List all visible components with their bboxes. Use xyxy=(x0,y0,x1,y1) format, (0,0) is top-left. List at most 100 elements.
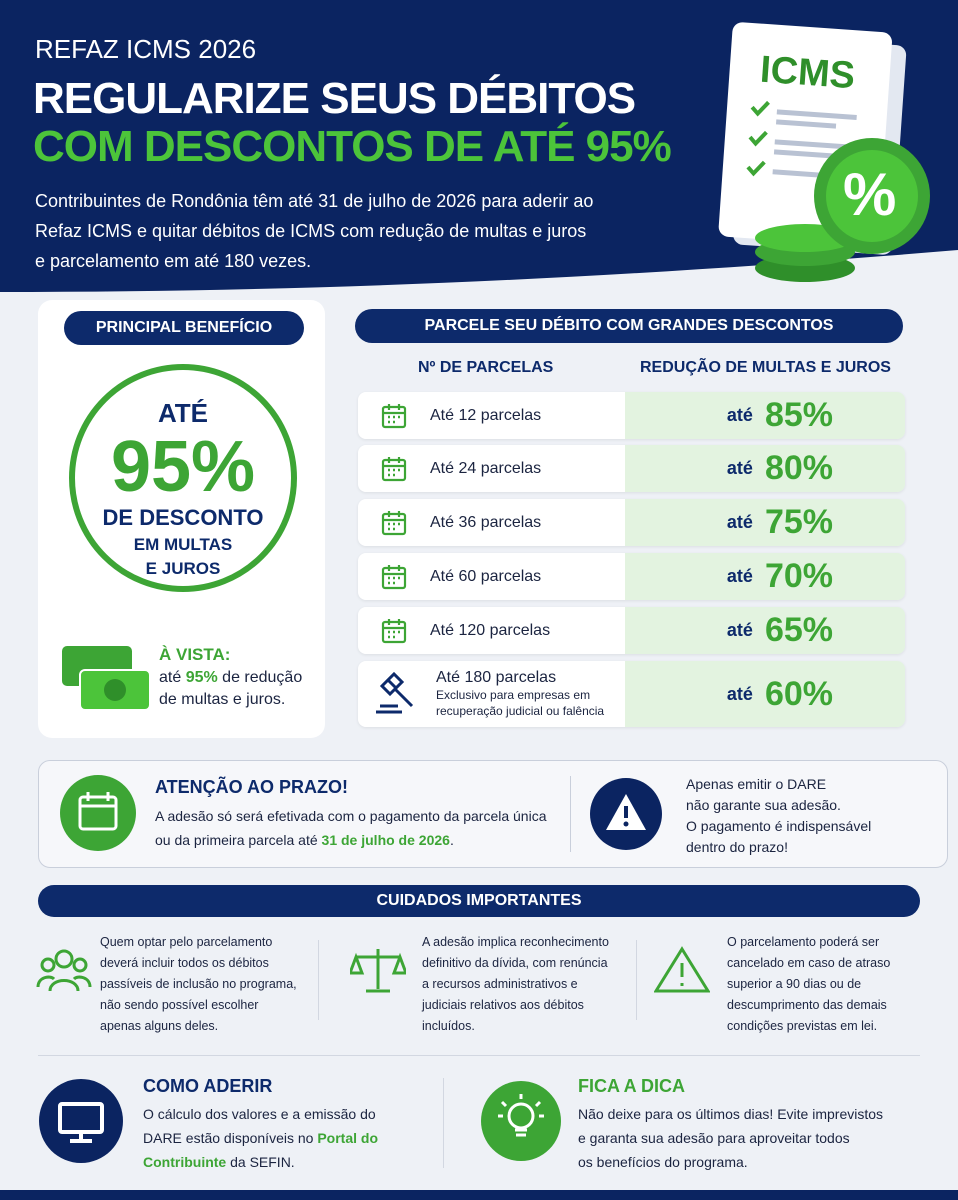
tip-title: FICA A DICA xyxy=(578,1076,685,1096)
gavel-icon xyxy=(372,672,420,716)
installments-cell: Até 60 parcelas xyxy=(358,553,625,600)
header-bg xyxy=(0,0,958,300)
text-line: a recursos administrativos e xyxy=(422,977,578,991)
circle-text: EM MULTAS xyxy=(133,535,233,554)
link[interactable]: Contribuinte xyxy=(143,1154,227,1170)
text: até xyxy=(159,669,186,686)
circle-text: ATÉ xyxy=(157,398,209,428)
prefix: até xyxy=(726,458,753,478)
cash-icon xyxy=(62,646,151,711)
text-line: definitivo da dívida, com renúncia xyxy=(422,956,608,970)
text: . xyxy=(449,832,454,848)
installments: Até 36 parcelas xyxy=(430,513,542,531)
installments-text: Até 36 parcelas xyxy=(430,514,541,532)
prefix: até xyxy=(726,405,753,425)
text: A adesão só será efetivada com o pagamen… xyxy=(155,808,547,824)
calendar-icon xyxy=(380,509,408,537)
scale-icon xyxy=(350,949,406,993)
installments-text: Até 180 parcelas Exclusivo para empresas … xyxy=(436,669,604,719)
how-to-title: COMO ADERIR xyxy=(143,1076,273,1096)
table-title: PARCELE SEU DÉBITO COM GRANDES DESCONTOS xyxy=(355,309,903,343)
warning-text: Apenas emitir o DARE não garante sua ades… xyxy=(686,774,871,858)
text: da SEFIN. xyxy=(226,1154,295,1170)
reduction: 65% xyxy=(764,611,833,649)
reduction: 80% xyxy=(764,449,833,487)
footer-bar xyxy=(0,1190,958,1200)
prefix: até xyxy=(726,620,753,640)
title: COM DESCONTOS DE ATÉ 95% xyxy=(33,122,672,171)
divider xyxy=(38,1055,920,1056)
text-line: passíveis de inclusão no programa, xyxy=(100,977,297,991)
calendar-icon xyxy=(380,563,408,591)
reduction-cell: até 65% xyxy=(625,607,905,654)
table-row: Até 60 parcelas até 70% xyxy=(358,553,905,600)
divider xyxy=(570,776,571,852)
installments-cell: Até 12 parcelas xyxy=(358,392,625,439)
highlight: 95% xyxy=(185,669,218,686)
installments-text: Até 120 parcelas xyxy=(430,622,550,640)
people-icon xyxy=(36,949,92,992)
installments-text: Até 60 parcelas xyxy=(430,568,541,586)
text-line: Apenas emitir o DARE xyxy=(686,776,827,792)
installments: Até 12 parcelas xyxy=(430,406,542,424)
text-line: não sendo possível escolher xyxy=(100,998,259,1012)
attention-text: A adesão só será efetivada com o pagamen… xyxy=(155,804,546,852)
text-line: Não deixe para os últimos dias! Evite im… xyxy=(578,1106,884,1122)
installments: Até 120 parcelas xyxy=(430,621,551,639)
reduction-cell: até 85% xyxy=(625,392,905,439)
text-line: dentro do prazo! xyxy=(686,839,788,855)
circle-value: 95% xyxy=(110,427,256,507)
title: REGULARIZE SEUS DÉBITOS xyxy=(33,74,636,123)
text-line: condições previstas em lei. xyxy=(727,1019,878,1033)
text-line: Quem optar pelo parcelamento xyxy=(100,935,273,949)
prefix: até xyxy=(726,566,753,586)
reduction-cell: até 75% xyxy=(625,499,905,546)
text: de redução xyxy=(217,669,303,686)
kicker: REFAZ ICMS 2026 xyxy=(35,34,257,64)
divider xyxy=(636,940,637,1020)
text-line: O parcelamento poderá ser xyxy=(727,935,880,949)
column-header: Nº DE PARCELAS xyxy=(418,359,554,376)
description: Contribuintes de Rondônia têm até 31 de … xyxy=(35,186,593,276)
text: ou da primeira parcela até xyxy=(155,832,322,848)
text-line: cancelado em caso de atraso xyxy=(727,956,891,970)
reduction: 75% xyxy=(764,503,833,541)
installments-cell: Até 180 parcelas Exclusivo para empresas … xyxy=(358,661,625,727)
divider xyxy=(318,940,319,1020)
cares-title: CUIDADOS IMPORTANTES xyxy=(38,885,920,917)
calendar-icon xyxy=(380,455,408,483)
text-line: descumprimento das demais xyxy=(727,998,887,1012)
link[interactable]: Portal do xyxy=(317,1130,378,1146)
installments: Até 60 parcelas xyxy=(430,567,542,585)
cash-title: À VISTA: xyxy=(159,645,231,664)
how-to-text: O cálculo dos valores e a emissão do DARE… xyxy=(143,1102,378,1174)
table-row: Até 36 parcelas até 75% xyxy=(358,499,905,546)
reduction: 85% xyxy=(764,396,833,434)
installments-text: Até 12 parcelas xyxy=(430,407,541,425)
badge: ICMS xyxy=(758,48,857,98)
alert-icon xyxy=(654,946,710,993)
circle-text: DE DESCONTO xyxy=(102,505,264,530)
text-line: e parcelamento em até 180 vezes. xyxy=(35,251,312,271)
text: O cálculo dos valores e a emissão do xyxy=(143,1106,376,1122)
text-line: superior a 90 dias ou de xyxy=(727,977,862,991)
tip-text: Não deixe para os últimos dias! Evite im… xyxy=(578,1102,883,1174)
installments-cell: Até 24 parcelas xyxy=(358,445,625,492)
table-row: Até 180 parcelas Exclusivo para empresas … xyxy=(358,661,905,727)
table-row: Até 120 parcelas até 65% xyxy=(358,607,905,654)
note: Exclusivo para empresas em xyxy=(436,688,591,702)
badge-symbol: % xyxy=(843,161,897,228)
care-item: Quem optar pelo parcelamento deverá inclu… xyxy=(100,932,297,1037)
reduction: 60% xyxy=(764,674,833,713)
reduction-cell: até 80% xyxy=(625,445,905,492)
text-line: Contribuintes de Rondônia têm até 31 de … xyxy=(35,191,594,211)
table-row: Até 24 parcelas até 80% xyxy=(358,445,905,492)
text-line: incluídos. xyxy=(422,1019,475,1033)
reduction: 70% xyxy=(764,557,833,595)
installments: Até 180 parcelas xyxy=(436,669,557,686)
text-line: os benefícios do programa. xyxy=(578,1154,748,1170)
reduction-cell: até 60% xyxy=(625,661,905,727)
table-row: Até 12 parcelas até 85% xyxy=(358,392,905,439)
text-line: A adesão implica reconhecimento xyxy=(422,935,609,949)
